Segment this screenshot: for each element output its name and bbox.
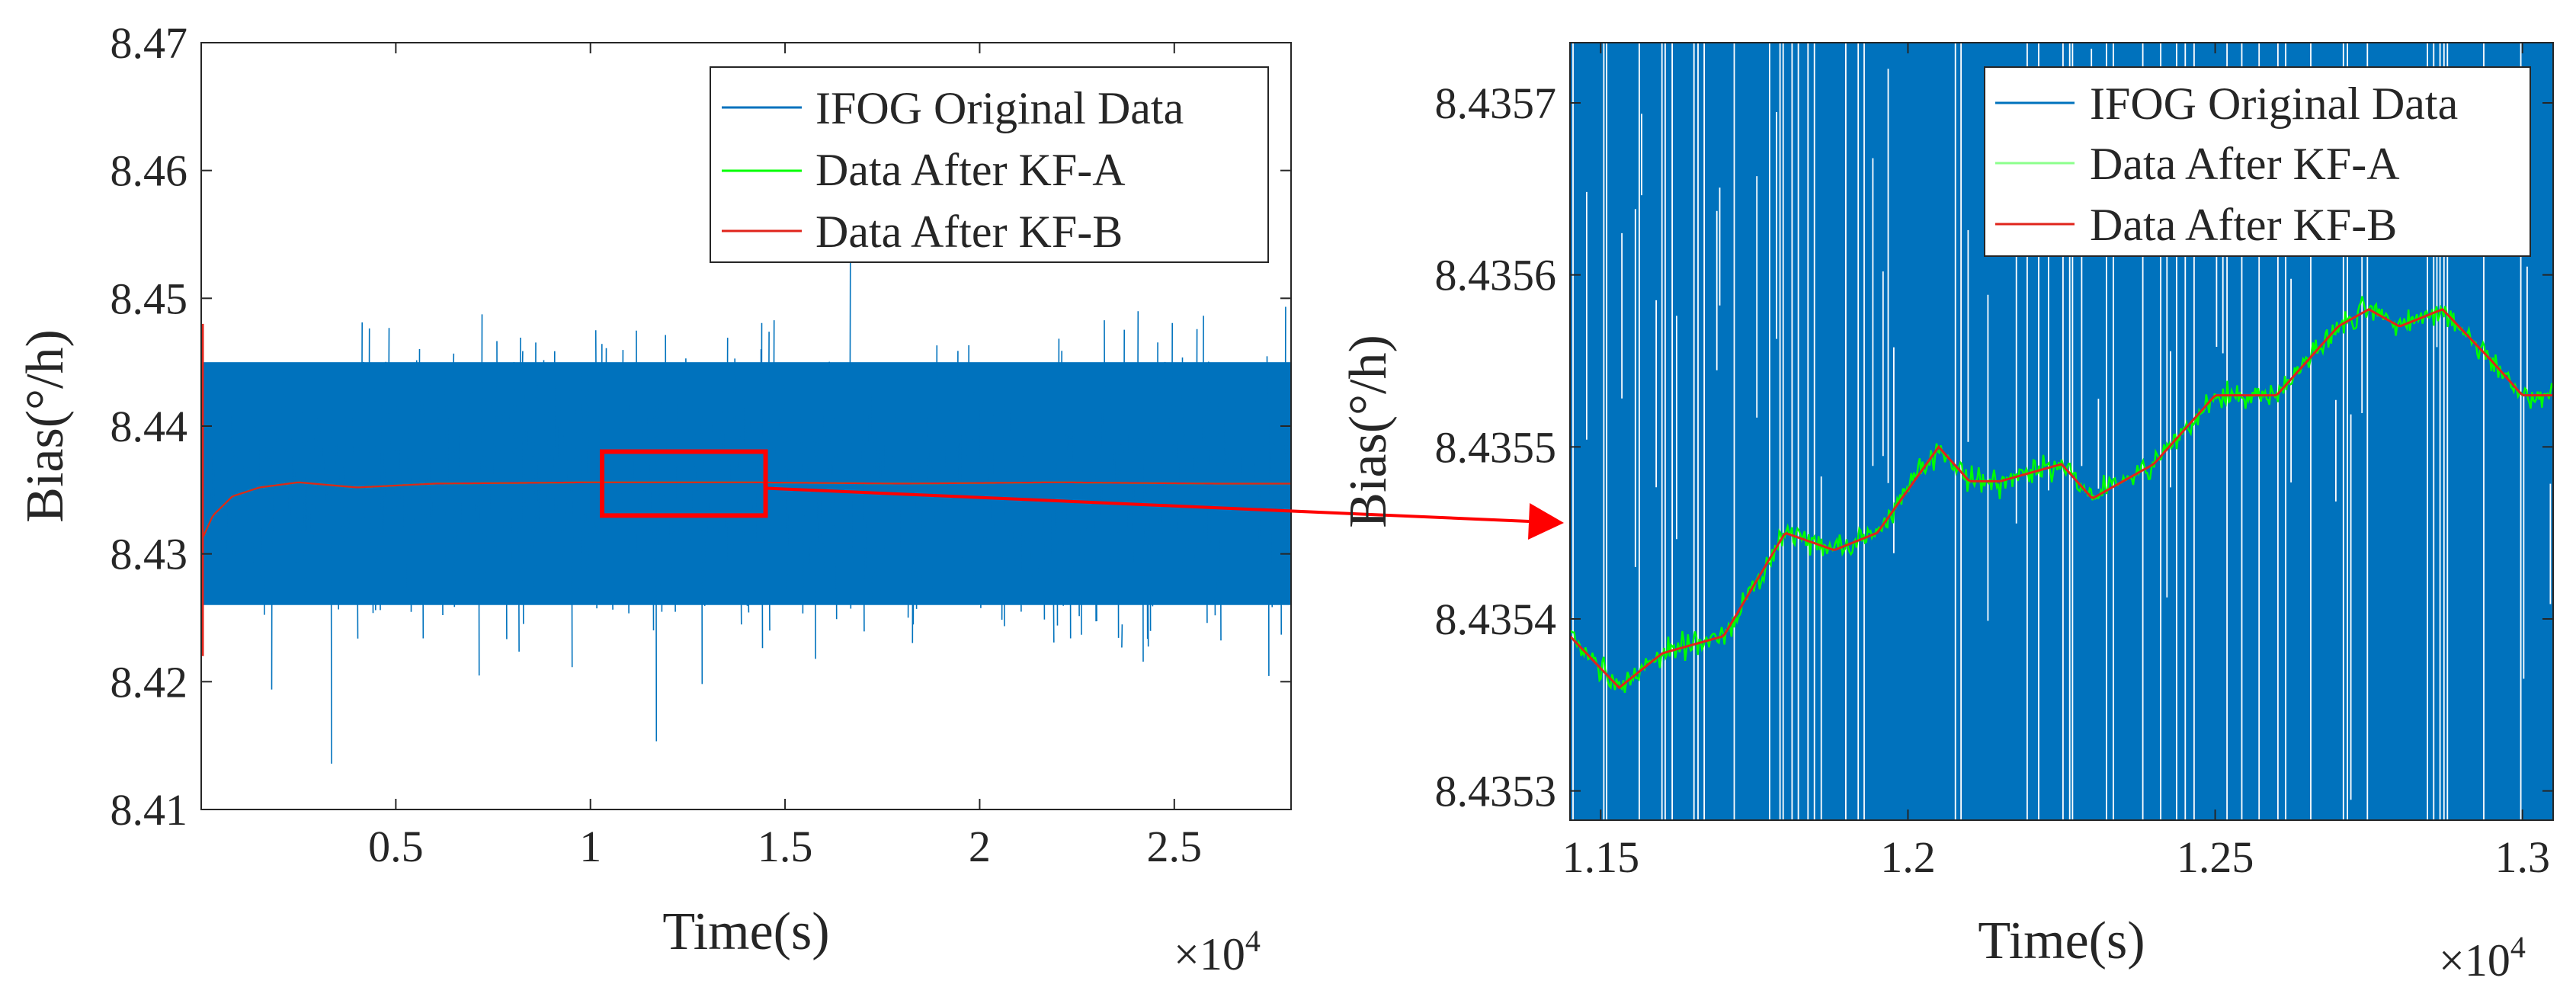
left-x-ticks: 0.5 1 1.5 2 2.5 <box>368 43 1202 871</box>
right-x-ticks: 1.15 1.2 1.25 1.3 <box>1562 43 2550 882</box>
left-legend-label-kfb: Data After KF-B <box>815 207 1123 257</box>
right-legend: IFOG Original Data Data After KF-A Data … <box>1984 66 2531 257</box>
right-legend-label-ifog: IFOG Original Data <box>2090 79 2458 129</box>
right-series-kf-b-group <box>1570 308 2553 690</box>
left-series-ifog-original <box>201 254 1291 764</box>
left-x-exponent-power: 4 <box>1245 924 1261 958</box>
left-x-tick-label: 1.5 <box>758 822 813 871</box>
right-series-kf-b <box>1570 308 2553 690</box>
left-x-tick-label: 0.5 <box>368 822 424 871</box>
left-chart: 0.5 1 1.5 2 2.5 8.41 8.42 8.43 8.44 8.45 8.46 8.47… <box>16 18 1564 979</box>
right-legend-label-kfa: Data After KF-A <box>2090 139 2400 189</box>
right-x-axis-label: Time(s) <box>1978 912 2145 970</box>
zoom-arrow-line <box>765 486 1530 523</box>
left-y-tick-label: 8.44 <box>111 402 188 451</box>
left-legend: IFOG Original Data Data After KF-A Data … <box>710 66 1269 263</box>
right-y-tick-label: 8.4356 <box>1435 251 1557 300</box>
right-y-tick-label: 8.4355 <box>1435 422 1557 472</box>
right-y-tick-label: 8.4354 <box>1435 595 1557 644</box>
right-legend-label-kfb: Data After KF-B <box>2090 200 2397 250</box>
left-y-tick-label: 8.45 <box>111 274 188 323</box>
left-series-kf-b-group <box>201 323 1291 656</box>
right-x-exponent-power: 4 <box>2510 930 2526 964</box>
left-y-tick-label: 8.46 <box>111 146 188 196</box>
left-series-kf-b <box>201 481 1291 542</box>
left-x-tick-label: 2 <box>969 822 991 871</box>
left-y-tick-label: 8.41 <box>111 785 188 835</box>
right-legend-box <box>1984 66 2531 257</box>
left-legend-box <box>710 66 1269 263</box>
right-y-tick-label: 8.4357 <box>1435 79 1557 128</box>
left-y-ticks: 8.41 8.42 8.43 8.44 8.45 8.46 8.47 <box>111 18 1291 835</box>
right-x-exponent: ×104 <box>2439 930 2526 986</box>
left-legend-label-ifog: IFOG Original Data <box>815 83 1184 133</box>
left-x-tick-label: 1 <box>579 822 601 871</box>
left-y-tick-label: 8.47 <box>111 18 188 68</box>
right-y-ticks: 8.4353 8.4354 8.4355 8.4356 8.4357 <box>1435 79 2553 816</box>
right-x-tick-label: 1.2 <box>1880 832 1936 882</box>
left-x-exponent: ×104 <box>1174 924 1261 979</box>
right-x-tick-label: 1.15 <box>1562 832 1640 882</box>
left-x-tick-label: 2.5 <box>1147 822 1203 871</box>
right-x-tick-label: 1.3 <box>2494 832 2550 882</box>
left-x-axis-label: Time(s) <box>662 902 829 961</box>
left-y-tick-label: 8.43 <box>111 530 188 579</box>
left-x-exponent-base: ×10 <box>1174 929 1245 979</box>
zoom-arrow-head <box>1528 503 1564 540</box>
right-x-tick-label: 1.25 <box>2177 832 2254 882</box>
left-y-tick-label: 8.42 <box>111 657 188 707</box>
right-y-tick-label: 8.4353 <box>1435 767 1557 816</box>
left-y-axis-label: Bias(°/h) <box>16 329 75 523</box>
right-axes-box <box>1569 42 2554 821</box>
right-x-exponent-base: ×10 <box>2439 935 2510 986</box>
zoom-box <box>600 449 768 518</box>
right-chart: 1.15 1.2 1.25 1.3 8.43538.43548.43558.43568… <box>1339 42 2554 986</box>
left-legend-label-kfa: Data After KF-A <box>815 145 1126 195</box>
right-y-axis-label: Bias(°/h) <box>1339 335 1398 528</box>
